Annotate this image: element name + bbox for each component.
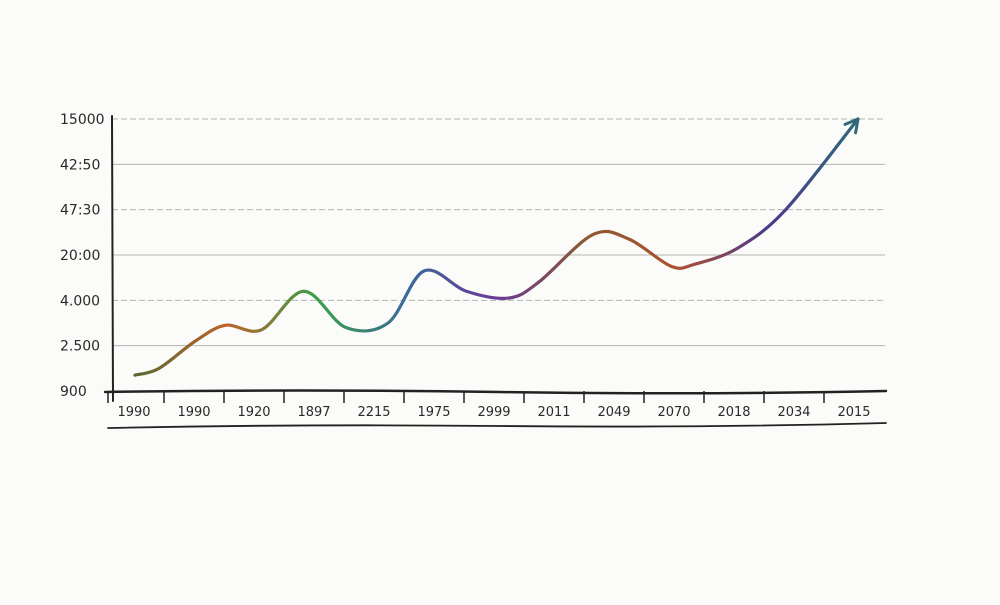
series-line	[135, 119, 858, 375]
x-tick-label: 1920	[237, 405, 270, 420]
y-tick-label: 47:30	[60, 203, 100, 219]
x-tick-label: 1897	[297, 405, 330, 420]
x-tick-label: 2011	[537, 405, 570, 420]
x-tick-label: 2034	[777, 405, 810, 420]
y-axis	[112, 116, 113, 401]
y-tick-labels: 15000 42:50 47:30 20:00 4.000 2.500 900	[60, 112, 105, 400]
x-tick-label: 2999	[477, 405, 510, 420]
axes	[105, 116, 886, 428]
x-tick-label: 2215	[357, 405, 390, 420]
gridlines	[112, 119, 885, 346]
y-tick-label: 900	[60, 384, 87, 400]
y-tick-label: 2.500	[60, 339, 100, 355]
x-tick-label: 2018	[717, 405, 750, 420]
y-tick-label: 15000	[60, 112, 105, 128]
y-tick-label: 42:50	[60, 157, 100, 173]
x-tick-label: 2070	[657, 405, 690, 420]
x-axis-underline	[108, 423, 886, 428]
x-tick-label: 2015	[837, 405, 870, 420]
x-tick-label: 1990	[117, 405, 150, 420]
x-tick-labels: 1990 1990 1920 1897 2215 1975 2999 2011 2049 2070…	[117, 405, 870, 420]
x-tick-label: 1990	[177, 405, 210, 420]
x-tick-label: 1975	[417, 405, 450, 420]
x-tick-label: 2049	[597, 405, 630, 420]
y-tick-label: 20:00	[60, 248, 100, 264]
y-tick-label: 4.000	[60, 293, 100, 309]
series-layer	[135, 119, 858, 375]
x-axis	[105, 391, 886, 394]
